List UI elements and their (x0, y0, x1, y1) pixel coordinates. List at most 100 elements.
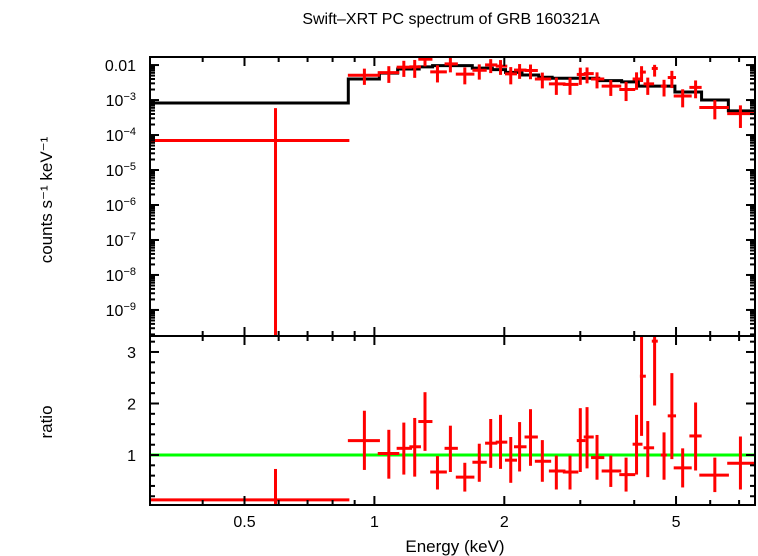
ratio-data-point (377, 429, 400, 479)
ratio-data-point (548, 455, 566, 490)
y-tick-label-base: 10 (106, 163, 124, 180)
spectrum-data-point (472, 64, 487, 80)
spectrum-data-point (524, 64, 538, 80)
model-step-line (150, 64, 755, 113)
y-tick-label: 10−7 (106, 231, 136, 250)
ratio-data-point (396, 422, 412, 475)
spectrum-data-point (513, 64, 527, 79)
y-tick-label: 10−5 (106, 161, 136, 180)
ratio-data-point (513, 422, 527, 472)
spectrum-data-point (455, 67, 475, 85)
ratio-data-point (455, 462, 475, 492)
ratio-data-point (639, 336, 646, 436)
ratio-data-point (619, 457, 636, 492)
ratio-data-point (504, 437, 517, 483)
y-tick-label-base: 10 (106, 198, 124, 215)
ratio-data-point (667, 373, 677, 460)
y-tick-label: 10−3 (106, 91, 136, 110)
x-tick-label: 1 (370, 514, 379, 531)
ratio-data-point (591, 434, 605, 480)
y-tick-label-exponent: −6 (123, 196, 136, 208)
ratio-data-point (495, 414, 508, 469)
y-tick-label: 1 (127, 448, 136, 465)
ratio-data-point (583, 407, 594, 469)
ratio-data-point (444, 425, 458, 472)
y-tick-label: 10−4 (106, 126, 136, 145)
panel-ratio: 0.5 1 2 5 1 2 3 (127, 335, 756, 531)
panel-spectrum-marks (150, 57, 755, 336)
spectrum-data-point (495, 60, 508, 75)
y-tick-label-exponent: −7 (123, 231, 136, 243)
spectrum-data-point (534, 72, 552, 89)
spectrum-data-point (485, 59, 498, 74)
spectrum-data-point (347, 68, 380, 85)
spectrum-data-point (444, 58, 458, 73)
panel-frame (149, 335, 756, 506)
spectrum-data-point (409, 59, 421, 78)
ratio-data-point (643, 421, 655, 478)
y-tick-label-base: 10 (106, 93, 124, 110)
ratio-data-point (347, 410, 380, 470)
ratio-data-point (651, 336, 658, 406)
y-tick-label-base: 0.01 (105, 58, 136, 75)
spectrum-data-point (667, 70, 677, 89)
y-tick-label: 2 (127, 396, 136, 413)
ratio-data-point (689, 402, 702, 471)
spectrum-data-point (562, 77, 579, 95)
y-tick-label-exponent: −5 (123, 161, 136, 173)
ratio-data-point (418, 392, 433, 451)
spectrum-data-point (591, 72, 605, 89)
ratio-data-point (485, 418, 498, 468)
spectrum-data-point (576, 67, 586, 85)
y-axis-label-spectrum: counts s⁻¹ keV⁻¹ (37, 136, 56, 263)
ratio-data-point (150, 468, 350, 505)
ratio-data-point (601, 455, 622, 487)
spectrum-data-point (660, 79, 667, 97)
spectrum-data-point (377, 66, 400, 83)
x-axis-label: Energy (keV) (405, 537, 504, 556)
chart-title: Swift–XRT PC spectrum of GRB 160321A (302, 11, 600, 28)
ratio-data-point (632, 414, 643, 475)
spectrum-data-point (583, 67, 594, 84)
spectrum-data-point (504, 67, 517, 85)
y-tick-label-base: 10 (106, 233, 124, 250)
y-tick-label-exponent: −4 (123, 126, 136, 138)
spectrum-data-point (673, 89, 692, 108)
y-tick-label-exponent: −8 (123, 266, 136, 278)
spectrum-data-point (639, 66, 646, 83)
y-tick-label-exponent: −3 (123, 91, 136, 103)
ratio-data-point (562, 455, 579, 490)
y-tick-label: 3 (127, 345, 136, 362)
y-tick-label: 10−8 (106, 266, 136, 285)
y-tick-label: 10−9 (106, 301, 136, 320)
ratio-data-point (472, 443, 487, 482)
y-tick-label-exponent: −9 (123, 301, 136, 313)
ratio-data-point (673, 448, 692, 488)
spectrum-data-point (689, 80, 702, 99)
ratio-data-point (409, 417, 421, 477)
ratio-data-point (576, 408, 586, 472)
spectrum-data-point (651, 64, 658, 77)
spectrum-data-point (601, 80, 622, 96)
ratio-data-point (524, 409, 538, 466)
spectrum-data-point (548, 77, 566, 95)
spectrum-data-point (150, 108, 350, 336)
ratio-data-point (660, 432, 667, 480)
ratio-data-point (534, 440, 552, 482)
spectrum-data-point (430, 65, 447, 83)
panel-frame (149, 56, 756, 337)
ratio-data-point (699, 457, 729, 493)
x-tick-label: 2 (500, 514, 509, 531)
spectrum-data-point (699, 100, 729, 120)
y-tick-label: 0.01 (105, 58, 136, 75)
y-axis-label-ratio: ratio (37, 405, 56, 438)
y-tick-label-base: 10 (106, 303, 124, 320)
y-tick-label-base: 10 (106, 268, 124, 285)
y-tick-label: 10−6 (106, 196, 136, 215)
ratio-data-point (727, 436, 755, 490)
y-tick-label-base: 10 (106, 128, 124, 145)
ratio-data-point (430, 456, 447, 490)
